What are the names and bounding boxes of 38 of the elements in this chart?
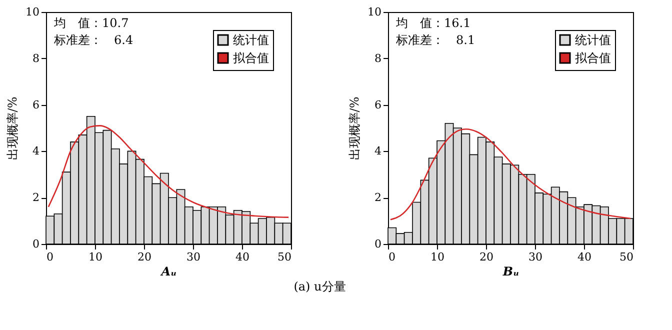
x-tick-label: 50 <box>620 250 634 264</box>
y-tick-label: 6 <box>32 98 40 112</box>
legend-label: 拟合值 <box>575 51 611 65</box>
x-tick-label: 40 <box>578 250 592 264</box>
x-tick-label: 20 <box>480 250 494 264</box>
y-axis-title: 出现概率/% <box>6 96 20 160</box>
annotation: 均 值：10.7 <box>53 16 129 30</box>
x-axis-title: Aᵤ <box>160 264 177 278</box>
legend-label: 统计值 <box>233 33 269 47</box>
x-tick-label: 30 <box>186 250 200 264</box>
y-tick-label: 0 <box>32 238 40 250</box>
y-tick-label: 4 <box>374 144 382 158</box>
legend-label: 统计值 <box>575 33 611 47</box>
line-series <box>48 125 290 218</box>
y-tick-label: 10 <box>26 6 40 18</box>
x-tick-label: 0 <box>388 250 396 264</box>
legend-label: 拟合值 <box>233 51 269 65</box>
y-tick-label: 6 <box>374 98 382 112</box>
y-tick-label: 0 <box>374 238 382 250</box>
y-tick-label: 10 <box>368 6 382 18</box>
x-tick-label: 10 <box>88 250 102 264</box>
y-tick-label: 4 <box>32 144 40 158</box>
y-axis-title: 出现概率/% <box>348 96 362 160</box>
x-axis-title: Bᵤ <box>502 264 520 278</box>
text: (a) u分量 <box>294 280 346 294</box>
annotation: 标准差： 8.1 <box>395 33 476 47</box>
annotation: 均 值：16.1 <box>395 16 471 30</box>
y-tick-label: 8 <box>32 52 40 65</box>
x-tick-label: 10 <box>430 250 444 264</box>
y-tick-label: 8 <box>374 52 382 65</box>
x-tick-label: 20 <box>138 250 152 264</box>
y-tick-label: 2 <box>374 191 382 204</box>
x-tick-label: 0 <box>46 250 54 264</box>
x-tick-label: 30 <box>528 250 542 264</box>
y-tick-label: 2 <box>32 191 40 204</box>
annotation: 标准差： 6.4 <box>53 33 134 47</box>
x-tick-label: 50 <box>278 250 292 264</box>
x-tick-label: 40 <box>236 250 250 264</box>
